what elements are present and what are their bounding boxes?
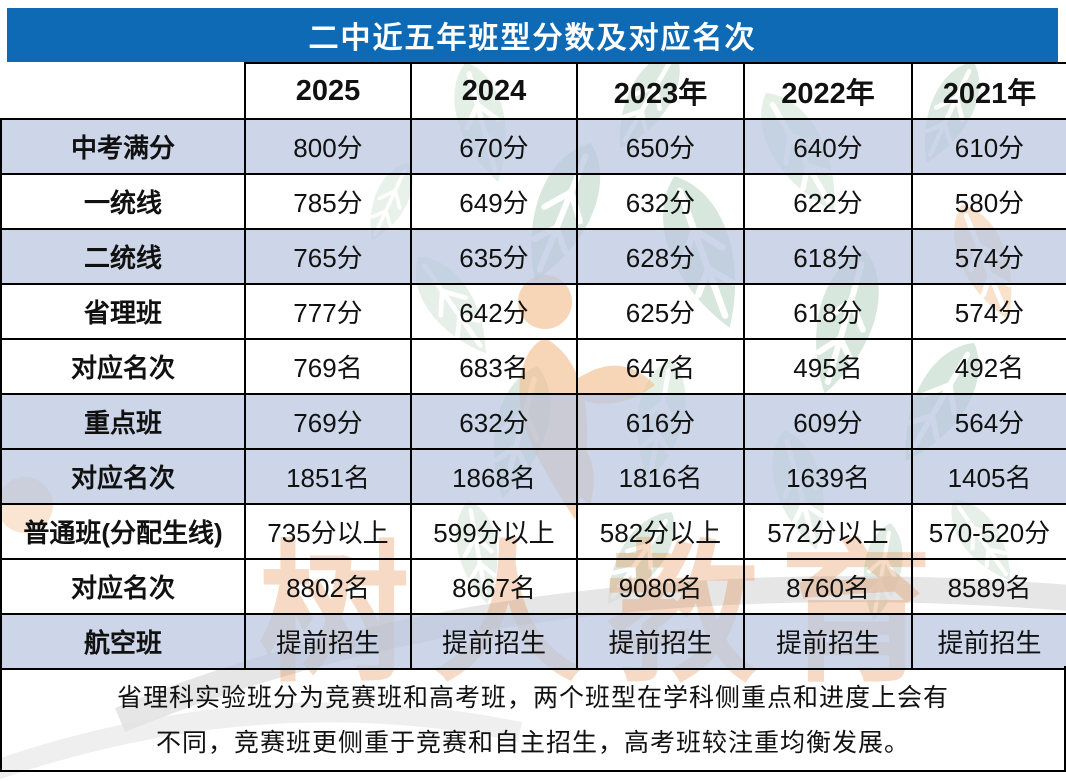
table-row: 对应名次 8802名 8667名 9080名 8760名 8589名 bbox=[0, 558, 1066, 615]
cell: 提前招生 bbox=[743, 613, 913, 670]
row-label: 普通班(分配生线) bbox=[0, 503, 246, 560]
cell: 609分 bbox=[743, 393, 913, 450]
cell: 提前招生 bbox=[410, 613, 578, 670]
cell: 8667名 bbox=[410, 558, 578, 615]
cell: 1851名 bbox=[244, 448, 412, 505]
score-table: 2025 2024 2023年 2022年 2021年 中考满分 800分 670分 650分… bbox=[0, 62, 1066, 670]
cell: 616分 bbox=[576, 393, 745, 450]
table-row: 省理班 777分 642分 625分 618分 574分 bbox=[0, 283, 1066, 340]
corner-cell bbox=[1, 63, 245, 119]
row-label: 对应名次 bbox=[0, 338, 246, 395]
table-row: 中考满分 800分 670分 650分 640分 610分 bbox=[0, 118, 1066, 175]
cell: 574分 bbox=[911, 283, 1066, 340]
cell: 647名 bbox=[576, 338, 745, 395]
cell: 1639名 bbox=[743, 448, 913, 505]
table-row: 一统线 785分 649分 632分 622分 580分 bbox=[0, 173, 1066, 230]
cell: 1868名 bbox=[410, 448, 578, 505]
cell: 625分 bbox=[576, 283, 745, 340]
cell: 610分 bbox=[911, 118, 1066, 175]
table-body: 中考满分 800分 670分 650分 640分 610分 一统线 785分 649分 632分 6… bbox=[0, 118, 1066, 670]
cell: 提前招生 bbox=[911, 613, 1066, 670]
cell: 618分 bbox=[743, 283, 913, 340]
footnote-line2: 不同，竞赛班更侧重于竞赛和自主招生，高考班较注重均衡发展。 bbox=[155, 728, 910, 757]
cell: 777分 bbox=[244, 283, 412, 340]
cell: 642分 bbox=[410, 283, 578, 340]
cell: 622分 bbox=[743, 173, 913, 230]
cell: 提前招生 bbox=[244, 613, 412, 670]
row-label: 中考满分 bbox=[0, 118, 246, 175]
footnote-line1: 省理科实验班分为竞赛班和高考班，两个班型在学科侧重点和进度上会有 bbox=[116, 683, 949, 712]
cell: 8589名 bbox=[911, 558, 1066, 615]
cell: 1816名 bbox=[576, 448, 745, 505]
table-row: 重点班 769分 632分 616分 609分 564分 bbox=[0, 393, 1066, 450]
col-header: 2021年 bbox=[911, 62, 1066, 120]
col-header: 2023年 bbox=[576, 62, 745, 120]
cell: 9080名 bbox=[576, 558, 745, 615]
table-row: 普通班(分配生线) 735分以上 599分以上 582分以上 572分以上 570-520… bbox=[0, 503, 1066, 560]
header-row: 2025 2024 2023年 2022年 2021年 bbox=[1, 62, 1066, 120]
cell: 735分以上 bbox=[244, 503, 412, 560]
row-label: 二统线 bbox=[0, 228, 246, 285]
cell: 650分 bbox=[576, 118, 745, 175]
cell: 582分以上 bbox=[576, 503, 745, 560]
row-label: 一统线 bbox=[0, 173, 246, 230]
table-header: 2025 2024 2023年 2022年 2021年 bbox=[1, 62, 1066, 120]
cell: 提前招生 bbox=[576, 613, 745, 670]
cell: 599分以上 bbox=[410, 503, 578, 560]
row-label: 对应名次 bbox=[0, 558, 246, 615]
table-row: 航空班 提前招生 提前招生 提前招生 提前招生 提前招生 bbox=[0, 613, 1066, 670]
cell: 785分 bbox=[244, 173, 412, 230]
row-label: 航空班 bbox=[0, 613, 246, 670]
cell: 769分 bbox=[244, 393, 412, 450]
cell: 765分 bbox=[244, 228, 412, 285]
cell: 1405名 bbox=[911, 448, 1066, 505]
cell: 683名 bbox=[410, 338, 578, 395]
cell: 635分 bbox=[410, 228, 578, 285]
cell: 8760名 bbox=[743, 558, 913, 615]
cell: 572分以上 bbox=[743, 503, 913, 560]
cell: 492名 bbox=[911, 338, 1066, 395]
cell: 574分 bbox=[911, 228, 1066, 285]
cell: 632分 bbox=[410, 393, 578, 450]
table-row: 对应名次 1851名 1868名 1816名 1639名 1405名 bbox=[0, 448, 1066, 505]
cell: 618分 bbox=[743, 228, 913, 285]
cell: 580分 bbox=[911, 173, 1066, 230]
cell: 649分 bbox=[410, 173, 578, 230]
cell: 628分 bbox=[576, 228, 745, 285]
footnote: 省理科实验班分为竞赛班和高考班，两个班型在学科侧重点和进度上会有 不同，竞赛班更… bbox=[0, 666, 1066, 772]
title-bar: 二中近五年班型分数及对应名次 bbox=[7, 8, 1058, 62]
row-label: 省理班 bbox=[0, 283, 246, 340]
page-title: 二中近五年班型分数及对应名次 bbox=[308, 22, 757, 55]
cell: 640分 bbox=[743, 118, 913, 175]
cell: 495名 bbox=[743, 338, 913, 395]
cell: 800分 bbox=[244, 118, 412, 175]
col-header: 2024 bbox=[410, 62, 578, 120]
cell: 632分 bbox=[576, 173, 745, 230]
col-header: 2022年 bbox=[743, 62, 913, 120]
table-row: 对应名次 769名 683名 647名 495名 492名 bbox=[0, 338, 1066, 395]
cell: 8802名 bbox=[244, 558, 412, 615]
cell: 564分 bbox=[911, 393, 1066, 450]
table-row: 二统线 765分 635分 628分 618分 574分 bbox=[0, 228, 1066, 285]
col-header: 2025 bbox=[244, 62, 412, 120]
cell: 769名 bbox=[244, 338, 412, 395]
row-label: 对应名次 bbox=[0, 448, 246, 505]
cell: 670分 bbox=[410, 118, 578, 175]
row-label: 重点班 bbox=[0, 393, 246, 450]
cell: 570-520分 bbox=[911, 503, 1066, 560]
